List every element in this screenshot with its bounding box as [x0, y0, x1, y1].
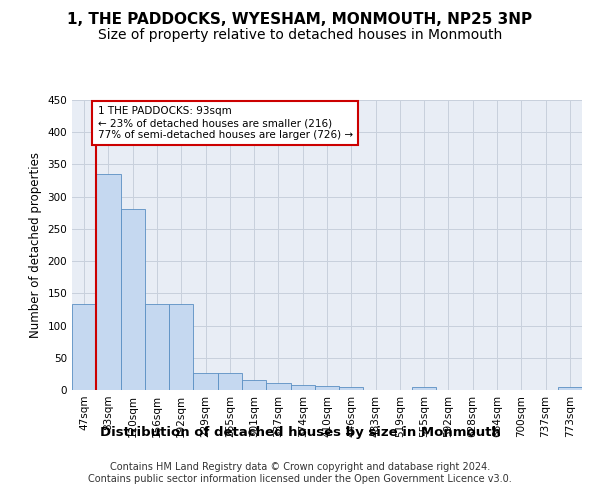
Bar [121, 209, 145, 390]
Y-axis label: Number of detached properties: Number of detached properties [29, 152, 42, 338]
Bar [218, 373, 242, 390]
Text: 1 THE PADDOCKS: 93sqm
← 23% of detached houses are smaller (216)
77% of semi-det: 1 THE PADDOCKS: 93sqm ← 23% of detached … [97, 106, 353, 140]
Text: Contains public sector information licensed under the Open Government Licence v3: Contains public sector information licen… [88, 474, 512, 484]
Bar [169, 304, 193, 390]
Text: 1, THE PADDOCKS, WYESHAM, MONMOUTH, NP25 3NP: 1, THE PADDOCKS, WYESHAM, MONMOUTH, NP25… [67, 12, 533, 28]
Bar [266, 383, 290, 390]
Bar [412, 388, 436, 390]
Bar [96, 174, 121, 390]
Bar [290, 385, 315, 390]
Bar [72, 304, 96, 390]
Bar [193, 373, 218, 390]
Bar [558, 388, 582, 390]
Text: Contains HM Land Registry data © Crown copyright and database right 2024.: Contains HM Land Registry data © Crown c… [110, 462, 490, 472]
Bar [145, 304, 169, 390]
Bar [315, 386, 339, 390]
Text: Distribution of detached houses by size in Monmouth: Distribution of detached houses by size … [100, 426, 500, 439]
Bar [242, 380, 266, 390]
Bar [339, 388, 364, 390]
Text: Size of property relative to detached houses in Monmouth: Size of property relative to detached ho… [98, 28, 502, 42]
